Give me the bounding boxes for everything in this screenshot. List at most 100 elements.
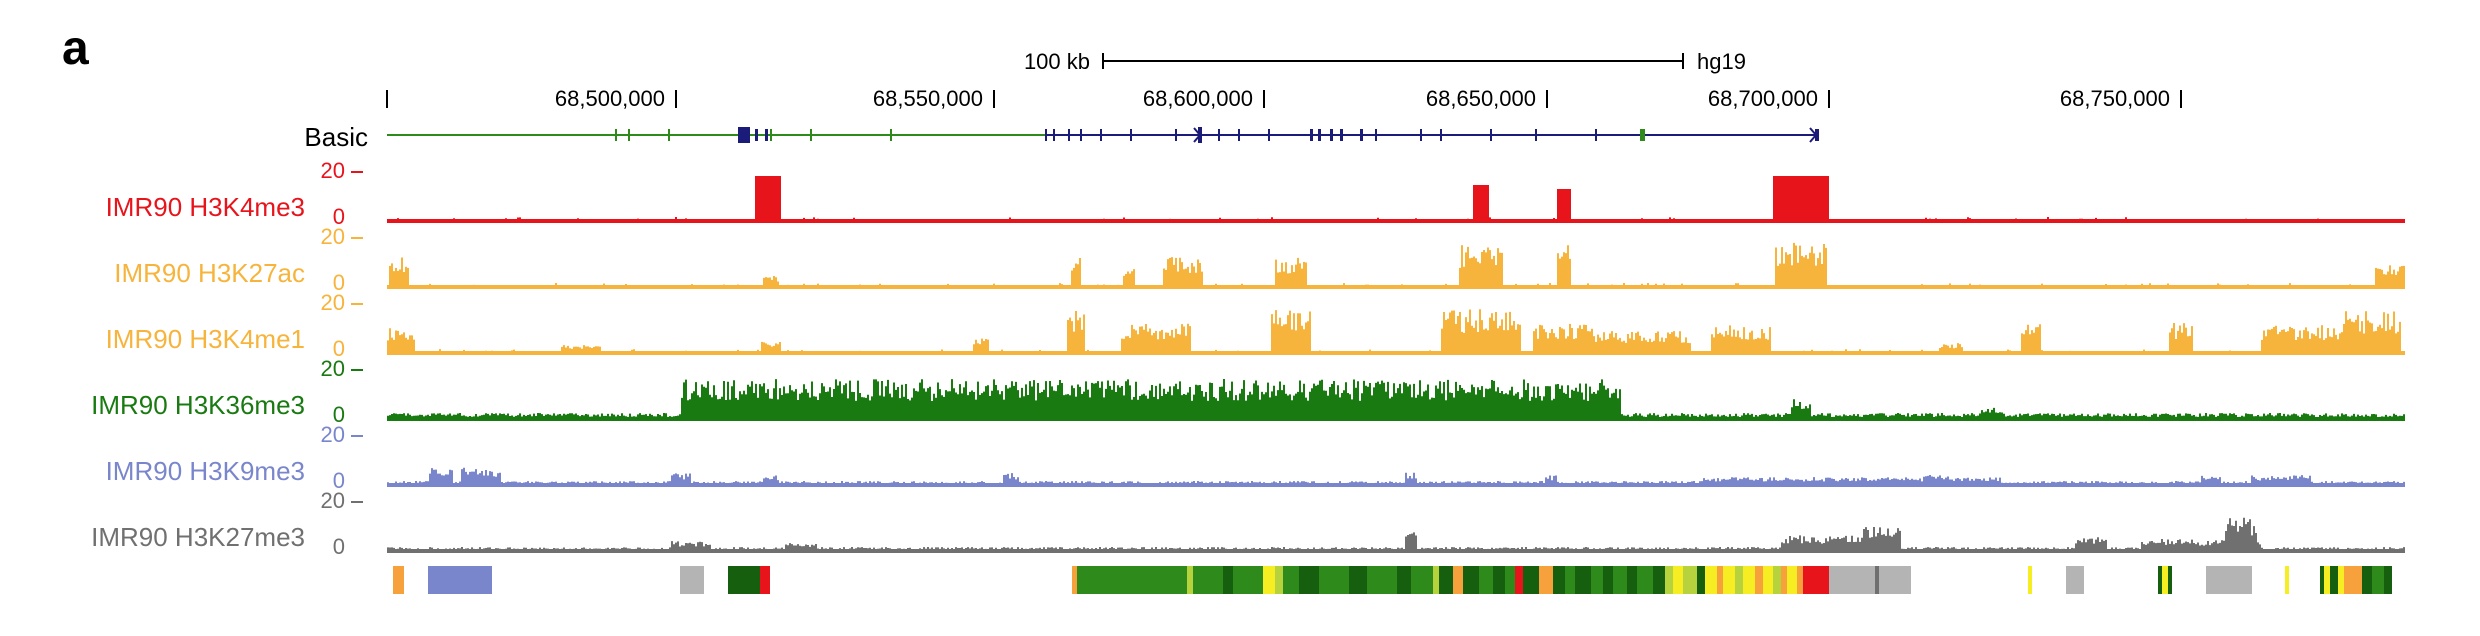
chromatin-state-segment bbox=[1787, 566, 1797, 594]
gene-exon bbox=[755, 129, 758, 141]
chromatin-state-segment bbox=[1683, 566, 1697, 594]
gene-exon bbox=[1068, 129, 1070, 141]
gene-exon bbox=[1130, 129, 1132, 141]
chromatin-state-segment bbox=[1072, 566, 1077, 594]
chromatin-state-segment bbox=[1735, 566, 1743, 594]
gene-exon bbox=[1175, 129, 1177, 141]
chromatin-state-segment bbox=[1523, 566, 1539, 594]
signal-track: IMR90 H3K27ac 20 0 bbox=[114, 224, 2405, 295]
chromatin-state-segment bbox=[2028, 566, 2032, 594]
chromatin-state-segment bbox=[2158, 566, 2162, 594]
gene-exon bbox=[1330, 129, 1333, 141]
chromatin-state-segment bbox=[1637, 566, 1653, 594]
chromatin-state-segment bbox=[2324, 566, 2330, 594]
track-min-label: 0 bbox=[333, 468, 345, 493]
chromatin-state-bar bbox=[393, 566, 2392, 594]
gene-exon bbox=[1080, 129, 1082, 141]
track-signal bbox=[389, 242, 2405, 287]
chromatin-state-segment bbox=[1397, 566, 1411, 594]
track-label: IMR90 H3K27ac bbox=[114, 258, 305, 288]
gene-exon bbox=[1360, 129, 1363, 141]
track-max-label: 20 bbox=[321, 356, 345, 381]
track-min-label: 0 bbox=[333, 336, 345, 361]
chromatin-state-segment bbox=[1723, 566, 1735, 594]
gene-exon bbox=[765, 129, 768, 141]
track-signal bbox=[387, 379, 2405, 419]
gene-exon bbox=[1595, 129, 1597, 141]
gene-exon bbox=[1268, 129, 1270, 141]
chromatin-state-segment bbox=[1349, 566, 1367, 594]
chromatin-state-segment bbox=[1223, 566, 1233, 594]
track-label: IMR90 H3K4me3 bbox=[106, 192, 305, 222]
track-max-label: 20 bbox=[321, 488, 345, 513]
track-min-label: 0 bbox=[333, 204, 345, 229]
chromatin-state-segment bbox=[2362, 566, 2372, 594]
gene-exon bbox=[1640, 129, 1645, 141]
chromatin-state-segment bbox=[1299, 566, 1319, 594]
gene-exon bbox=[890, 129, 892, 141]
chromatin-state-segment bbox=[1575, 566, 1591, 594]
chromatin-state-segment bbox=[1829, 566, 1875, 594]
chromatin-state-segment bbox=[1077, 566, 1187, 594]
chromatin-state-segment bbox=[760, 566, 770, 594]
chromatin-state-segment bbox=[1603, 566, 1613, 594]
chromatin-state-segment bbox=[1275, 566, 1283, 594]
track-min-label: 0 bbox=[333, 534, 345, 559]
gene-exon bbox=[1238, 129, 1240, 141]
chromatin-state-segment bbox=[2285, 566, 2289, 594]
chromatin-state-segment bbox=[1743, 566, 1755, 594]
coordinate-ruler: 68,500,000 68,550,000 68,600,000 68,650,… bbox=[386, 86, 2182, 111]
track-min-label: 0 bbox=[333, 402, 345, 427]
gene-exon bbox=[668, 129, 670, 141]
gene-exon bbox=[1318, 129, 1321, 141]
scale-bar-label: 100 kb bbox=[1024, 49, 1090, 74]
gene-exon bbox=[738, 127, 750, 143]
chromatin-state-segment bbox=[1705, 566, 1717, 594]
track-max-label: 20 bbox=[321, 224, 345, 249]
chromatin-state-segment bbox=[393, 566, 404, 594]
chromatin-state-segment bbox=[1717, 566, 1723, 594]
chromatin-state-segment bbox=[1479, 566, 1493, 594]
track-max-label: 20 bbox=[321, 158, 345, 183]
chromatin-state-segment bbox=[1797, 566, 1803, 594]
gene-exon bbox=[1375, 129, 1377, 141]
chromatin-state-segment bbox=[1565, 566, 1575, 594]
gene-track: Basic bbox=[304, 122, 1819, 152]
chromatin-state-segment bbox=[1697, 566, 1705, 594]
gene-exon bbox=[1310, 129, 1313, 141]
chromatin-state-segment bbox=[1463, 566, 1479, 594]
chromatin-state-segment bbox=[1755, 566, 1763, 594]
chromatin-state-segment bbox=[680, 566, 704, 594]
chromatin-state-segment bbox=[1453, 566, 1463, 594]
chromatin-state-segment bbox=[1773, 566, 1781, 594]
gene-exon bbox=[1218, 129, 1220, 141]
coordinate-tick-label: 68,550,000 bbox=[873, 86, 983, 111]
coordinate-tick-label: 68,500,000 bbox=[555, 86, 665, 111]
signal-track: IMR90 H3K4me1 20 0 bbox=[106, 290, 2405, 361]
gene-exon bbox=[1535, 129, 1537, 141]
track-label: IMR90 H3K9me3 bbox=[106, 456, 305, 486]
chromatin-state-segment bbox=[1627, 566, 1637, 594]
track-signal bbox=[387, 467, 2405, 485]
chromatin-state-segment bbox=[1367, 566, 1397, 594]
chromatin-state-segment bbox=[1411, 566, 1433, 594]
gene-exon bbox=[615, 129, 617, 141]
track-max-label: 20 bbox=[321, 290, 345, 315]
scale-bar: 100 kb hg19 bbox=[1024, 49, 1746, 74]
gene-exon bbox=[1420, 129, 1422, 141]
coordinate-tick-label: 68,700,000 bbox=[1708, 86, 1818, 111]
coordinate-tick-label: 68,650,000 bbox=[1426, 86, 1536, 111]
chromatin-state-segment bbox=[1193, 566, 1223, 594]
chromatin-state-segment bbox=[1665, 566, 1673, 594]
track-signal bbox=[387, 517, 2405, 551]
chromatin-state-segment bbox=[1803, 566, 1829, 594]
signal-track: IMR90 H3K9me3 20 0 bbox=[106, 422, 2405, 493]
chromatin-state-segment bbox=[1515, 566, 1523, 594]
coordinate-tick-label: 68,750,000 bbox=[2060, 86, 2170, 111]
signal-track: IMR90 H3K27me3 20 0 bbox=[91, 488, 2405, 559]
chromatin-state-segment bbox=[1875, 566, 1879, 594]
chromatin-state-segment bbox=[1879, 566, 1911, 594]
track-label: IMR90 H3K27me3 bbox=[91, 522, 305, 552]
